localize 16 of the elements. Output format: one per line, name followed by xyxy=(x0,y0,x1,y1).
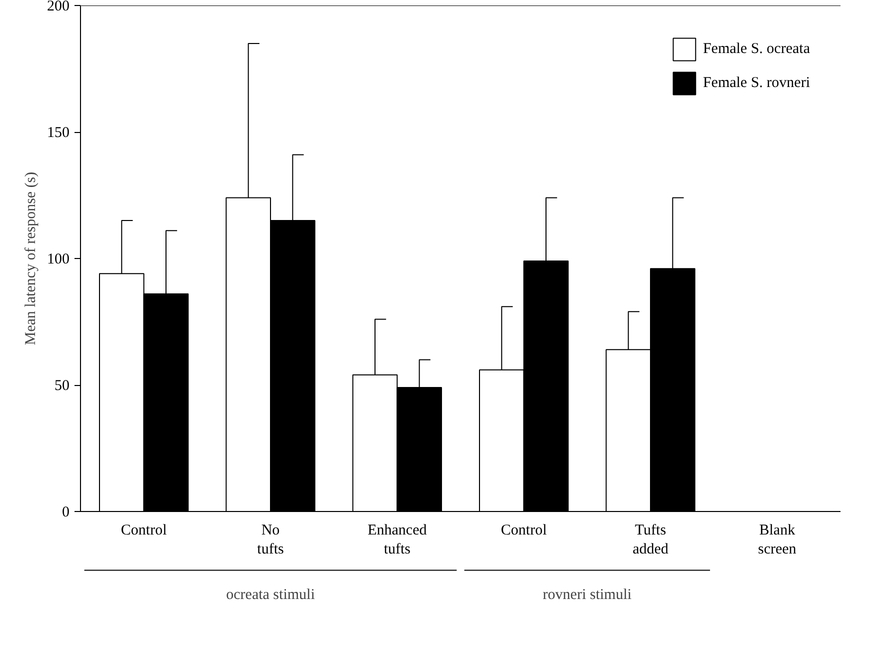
y-tick-label: 100 xyxy=(47,252,70,268)
y-axis-title: Mean latency of response (s) xyxy=(23,172,39,346)
y-tick-label: 50 xyxy=(54,378,70,394)
y-tick-label: 150 xyxy=(47,125,70,141)
y-tick-label: 0 xyxy=(62,504,70,520)
x-tick-label: Control xyxy=(500,522,547,538)
legend-label: Female S. rovneri xyxy=(702,74,810,92)
x-tick-label: Enhanced tufts xyxy=(368,522,428,558)
legend-label: Female S. ocreata xyxy=(702,40,810,58)
x-tick-label: Tufts added xyxy=(632,522,669,558)
x-tick-label: Blank screen xyxy=(758,522,797,558)
text: ocreata stimuli xyxy=(226,586,315,603)
y-tick-label: 200 xyxy=(47,0,70,14)
text: rovneri stimuli xyxy=(542,586,632,603)
x-tick-label: Control xyxy=(120,522,167,538)
x-tick-label: No tufts xyxy=(257,522,284,558)
